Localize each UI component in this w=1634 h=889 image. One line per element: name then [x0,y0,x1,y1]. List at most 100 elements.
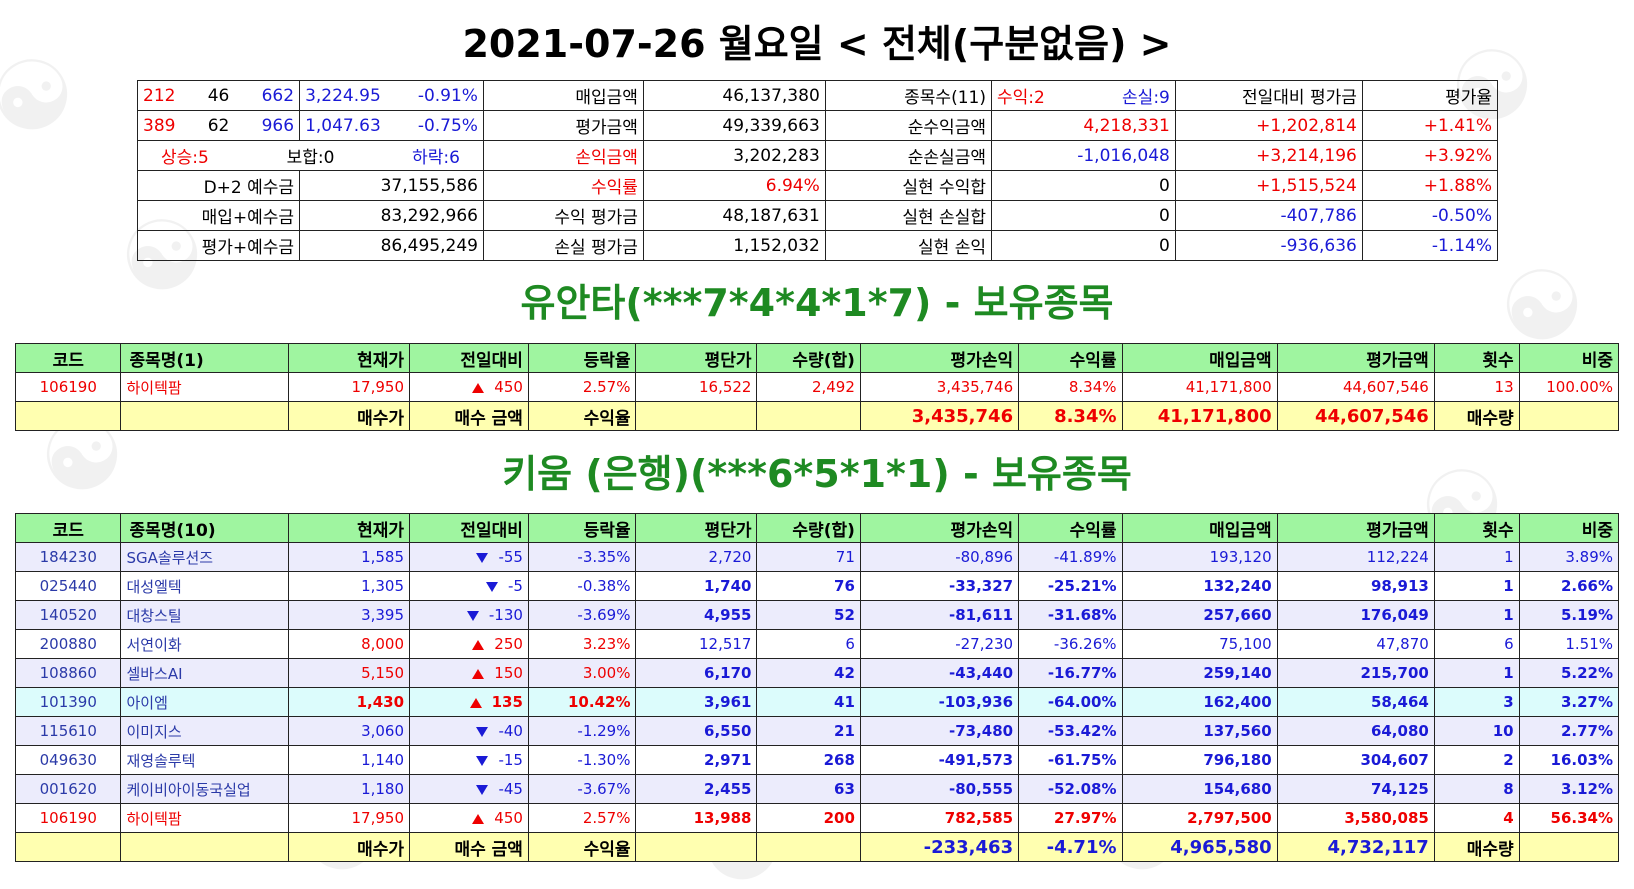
label-return-rate: 수익률 [482,170,644,201]
stock-name-cell[interactable]: 하이텍팜 [120,803,290,833]
table-row[interactable]: 184230 SGA솔루션즈 1,585 -55 -3.35% 2,720 71 -80,89… [14,542,1620,572]
day-change-cell: 450 [409,372,529,402]
column-header-buy-amount[interactable]: 매입금액 [1121,513,1278,543]
footer-stock-code-cell [14,832,122,862]
table-row[interactable]: 025440 대성엘텍 1,305 -5 -0.38% 1,740 76 -33,327 -25… [14,571,1620,601]
return-rate-cell: -41.89% [1018,542,1123,572]
current-price-cell: 1,180 [288,774,411,804]
column-header-buy-amount[interactable]: 매입금액 [1121,343,1278,373]
eval-pl-cell: -80,555 [859,774,1020,804]
down-count: 하락:6 [412,148,460,168]
column-header-trade-count[interactable]: 횟수 [1433,343,1520,373]
day-change-cell: -15 [409,745,529,775]
day-change-cell: -45 [409,774,529,804]
table-row[interactable]: 001620 케이비아이동국실업 1,180 -45 -3.67% 2,455 63 -80,… [14,774,1620,804]
quantity-cell: 63 [756,774,861,804]
value-eval-diff: +1,515,524 [1174,170,1363,201]
weight-cell: 56.34% [1518,803,1620,833]
weight-cell: 3.27% [1518,687,1620,717]
table-row[interactable]: 200880 서연이화 8,000 250 3.23% 12,517 6 -27,230 -36… [14,629,1620,659]
eval-amount-cell: 3,580,085 [1276,803,1435,833]
page-title: 2021-07-26 월요일 < 전체(구분없음) > [462,22,1172,66]
footer-stock-name-cell [120,832,290,862]
label-realized-profit: 실현 수익합 [824,170,992,201]
trade-count-cell: 13 [1433,372,1520,402]
eval-pl-cell: -80,896 [859,542,1020,572]
value-eval-diff: -936,636 [1174,230,1363,261]
weight-cell: 3.89% [1518,542,1620,572]
column-header-return-rate[interactable]: 수익률 [1018,513,1123,543]
stock-name-cell[interactable]: 이미지스 [120,716,290,746]
stock-name-cell[interactable]: 아이엠 [120,687,290,717]
stock-name-cell[interactable]: 케이비아이동국실업 [120,774,290,804]
column-header-trade-count[interactable]: 횟수 [1433,513,1520,543]
column-header-day-change[interactable]: 전일대비 [409,513,529,543]
summary-row: 평가+예수금 86,495,249 손실 평가금 1,152,032 실현 손익… [136,230,1499,261]
change-rate-cell: 2.57% [527,372,637,402]
stock-name-cell[interactable]: 서연이화 [120,629,290,659]
table-row[interactable]: 106190 하이텍팜 17,950 450 2.57% 13,988 200 782,585… [14,803,1620,833]
buy-amount-cell: 257,660 [1121,600,1278,630]
eval-pl-cell: 782,585 [859,803,1020,833]
table-row[interactable]: 049630 재영솔루텍 1,140 -15 -1.30% 2,971 268 -491,57… [14,745,1620,775]
column-header-weight[interactable]: 비중 [1518,343,1620,373]
trade-count-cell: 1 [1433,658,1520,688]
column-header-quantity[interactable]: 수량(합) [756,513,861,543]
stock-name-cell[interactable]: 셀바스AI [120,658,290,688]
stock-name-cell[interactable]: SGA솔루션즈 [120,542,290,572]
return-rate-cell: -16.77% [1018,658,1123,688]
column-header-stock-code[interactable]: 코드 [14,513,122,543]
column-header-current-price[interactable]: 현재가 [288,343,411,373]
stock-code-cell: 049630 [14,745,122,775]
column-header-eval-amount[interactable]: 평가금액 [1276,513,1435,543]
column-header-stock-name[interactable]: 종목명(1) [120,343,290,373]
index-cell: 1,047.63 -0.75% [299,110,484,141]
eval-pl-cell: -27,230 [859,629,1020,659]
stock-code-cell: 115610 [14,716,122,746]
footer-current-price-cell: 매수가 [288,832,411,862]
column-header-day-change[interactable]: 전일대비 [409,343,529,373]
column-header-current-price[interactable]: 현재가 [288,513,411,543]
column-header-avg-price[interactable]: 평단가 [635,343,758,373]
kiwoom-holdings-table: 코드 종목명(10) 현재가 전일대비 등락율 평단가 수량(합) 평가손익 수익률 매입금액 평가… [14,513,1620,862]
table-row[interactable]: 115610 이미지스 3,060 -40 -1.29% 6,550 21 -73,480 -5… [14,716,1620,746]
column-header-change-rate[interactable]: 등락율 [527,513,637,543]
quantity-cell: 42 [756,658,861,688]
footer-eval-amount-cell: 4,732,117 [1276,832,1435,862]
stock-name-cell[interactable]: 하이텍팜 [120,372,290,402]
eval-pl-cell: -43,440 [859,658,1020,688]
avg-price-cell: 6,170 [635,658,758,688]
column-header-weight[interactable]: 비중 [1518,513,1620,543]
table-row[interactable]: 106190 하이텍팜 17,950 450 2.57% 16,522 2,492 3,435… [14,372,1620,402]
stock-name-cell[interactable]: 재영솔루텍 [120,745,290,775]
column-header-stock-code[interactable]: 코드 [14,343,122,373]
change-rate-cell: -3.35% [527,542,637,572]
column-header-stock-name[interactable]: 종목명(10) [120,513,290,543]
column-header-change-rate[interactable]: 등락율 [527,343,637,373]
column-header-avg-price[interactable]: 평단가 [635,513,758,543]
column-header-eval-pl[interactable]: 평가손익 [859,343,1020,373]
column-header-quantity[interactable]: 수량(합) [756,343,861,373]
stock-name-cell[interactable]: 대창스틸 [120,600,290,630]
table-row[interactable]: 108860 셀바스AI 5,150 150 3.00% 6,170 42 -43,440 -1… [14,658,1620,688]
table-row[interactable]: 140520 대창스틸 3,395 -130 -3.69% 4,955 52 -81,611-… [14,600,1620,630]
up-arrow-icon [472,382,485,393]
advancers-cell: 212 46 662 [136,80,301,111]
column-header-eval-amount[interactable]: 평가금액 [1276,343,1435,373]
current-price-cell: 17,950 [288,372,411,402]
buy-amount-cell: 193,120 [1121,542,1278,572]
footer-eval-pl-cell: -233,463 [859,832,1020,862]
value-eval-rate: +1.88% [1361,170,1499,201]
stock-code-cell: 101390 [14,687,122,717]
stock-name-cell[interactable]: 대성엘텍 [120,571,290,601]
up-count: 상승:5 [161,148,209,168]
quantity-cell: 268 [756,745,861,775]
return-rate-cell: -53.42% [1018,716,1123,746]
quantity-cell: 6 [756,629,861,659]
yuanta-section-title: 유안타(***7*4*4*1*7) - 보유종목 [520,281,1114,325]
column-header-return-rate[interactable]: 수익률 [1018,343,1123,373]
column-header-eval-pl[interactable]: 평가손익 [859,513,1020,543]
label-buy-plus-deposit: 매입+예수금 [136,200,301,231]
table-row[interactable]: 101390 아이엠 1,430 135 10.42% 3,961 41 -103,936 -6… [14,687,1620,717]
value-eval-diff: -407,786 [1174,200,1363,231]
